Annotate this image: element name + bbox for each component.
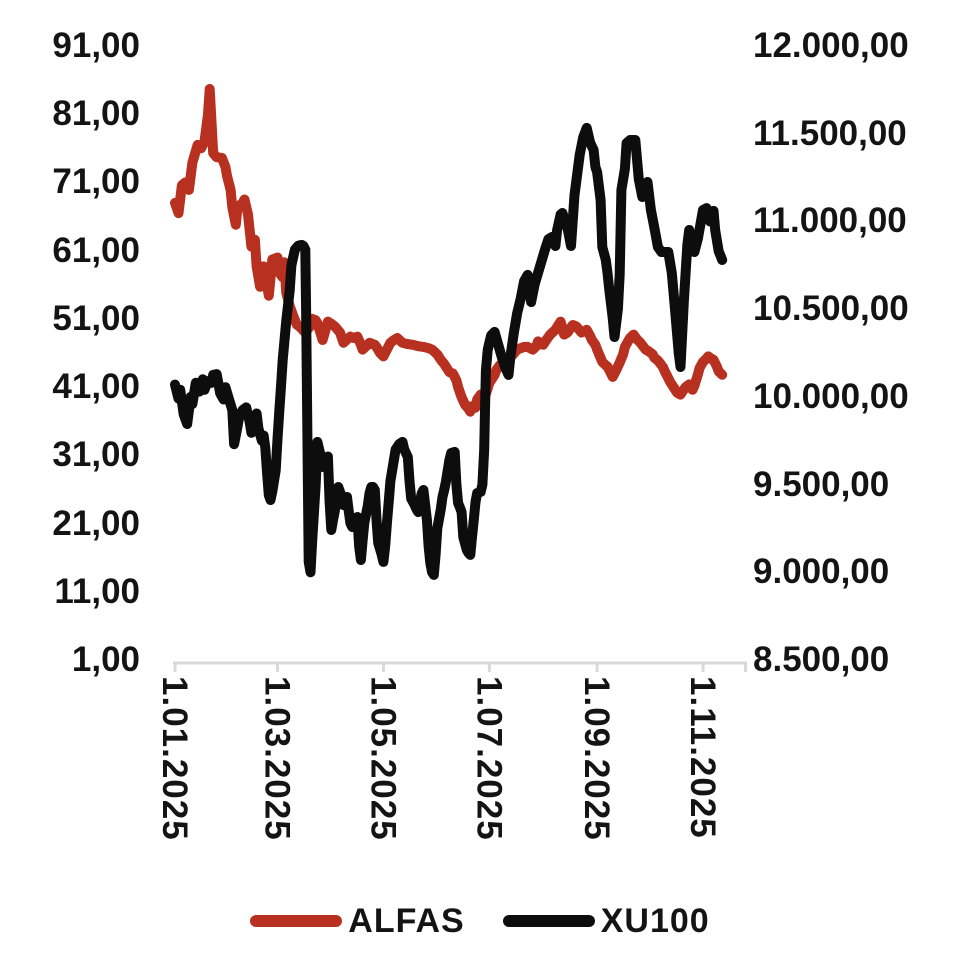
xu100-series-line (170, 122, 728, 580)
y-axis-left-label: 1,00 (71, 639, 140, 679)
y-axis-left-label: 21,00 (52, 503, 140, 543)
y-axis-left: 91,00 81,00 71,00 61,00 51,00 41,00 31,0… (0, 26, 140, 680)
y-axis-left-label: 51,00 (52, 298, 140, 338)
x-axis-label: 1.11.2025 (683, 676, 723, 839)
alfas-series-line (170, 84, 728, 417)
y-axis-left-label: 81,00 (52, 94, 140, 134)
y-axis-left-label: 71,00 (52, 162, 140, 202)
x-axis-label: 1.05.2025 (363, 676, 403, 841)
y-axis-left-label: 61,00 (52, 230, 140, 270)
y-axis-right-label: 8.500,00 (753, 639, 890, 679)
y-axis-right-label: 10.500,00 (753, 289, 909, 329)
y-axis-left-label: 41,00 (52, 367, 140, 407)
y-axis-left-label: 91,00 (52, 26, 140, 65)
chart-legend: ALFAS XU100 (0, 896, 960, 946)
x-axis-label: 1.09.2025 (577, 676, 617, 841)
y-axis-right-label: 11.000,00 (753, 201, 907, 241)
x-axis-label: 1.07.2025 (469, 676, 509, 841)
y-axis-right-label: 9.500,00 (753, 464, 890, 504)
x-axis-label: 1.01.2025 (155, 676, 194, 841)
y-axis-right-label: 10.000,00 (753, 376, 909, 416)
y-axis-right-label: 9.000,00 (753, 552, 890, 592)
y-axis-right-label: 11.500,00 (753, 113, 907, 153)
xu100-line-swatch-icon (502, 915, 595, 927)
y-axis-right: 12.000,00 11.500,00 11.000,00 10.500,00 … (753, 26, 958, 680)
alfas-line-swatch-icon (250, 915, 343, 927)
y-axis-right-label: 12.000,00 (753, 26, 909, 65)
x-axis-label: 1.03.2025 (257, 676, 297, 841)
legend-item-alfas: ALFAS (250, 902, 464, 941)
y-axis-left-label: 11,00 (54, 571, 140, 611)
legend-label-xu100: XU100 (600, 901, 710, 940)
x-axis-ticks (173, 663, 747, 672)
legend-label-alfas: ALFAS (348, 901, 465, 940)
legend-item-xu100: XU100 (502, 901, 710, 941)
y-axis-left-label: 31,00 (52, 435, 140, 475)
